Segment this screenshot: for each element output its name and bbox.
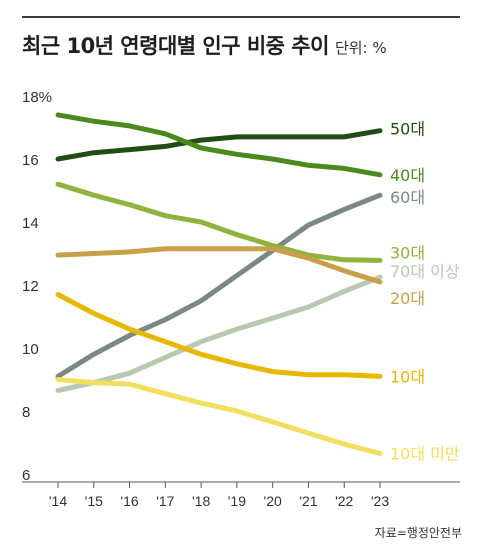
x-tick-label: '17 bbox=[156, 493, 174, 509]
series-line bbox=[55, 246, 383, 285]
series-label: 40대 bbox=[390, 166, 425, 185]
series-label: 30대 bbox=[390, 243, 425, 262]
x-tick-label: '23 bbox=[371, 493, 389, 509]
y-tick-label: 10 bbox=[22, 341, 39, 358]
y-tick-label: 8 bbox=[22, 404, 30, 421]
series-line bbox=[55, 377, 383, 456]
series-label: 10대 bbox=[390, 367, 425, 386]
series-label: 70대 이상 bbox=[390, 262, 460, 281]
x-tick-label: '20 bbox=[264, 493, 282, 509]
series-line bbox=[55, 181, 383, 263]
unit-label: 단위: % bbox=[334, 39, 387, 57]
series-line bbox=[55, 292, 383, 379]
x-tick-label: '22 bbox=[335, 493, 353, 509]
series-line bbox=[55, 192, 383, 379]
series-label: 10대 미만 bbox=[390, 445, 460, 464]
y-tick-label: 12 bbox=[22, 278, 39, 295]
chart-title-text: 최근 10년 연령대별 인구 비중 추이 bbox=[22, 34, 329, 58]
x-tick-label: '16 bbox=[120, 493, 138, 509]
y-tick-label: 18% bbox=[22, 89, 52, 106]
source-note: 자료=행정안전부 bbox=[374, 526, 462, 540]
x-tick-label: '14 bbox=[49, 493, 67, 509]
chart-title: 최근 10년 연령대별 인구 비중 추이 단위: % bbox=[22, 30, 387, 60]
x-tick-label: '18 bbox=[192, 493, 210, 509]
series-line bbox=[55, 274, 383, 393]
x-tick-label: '21 bbox=[299, 493, 317, 509]
series-label: 60대 bbox=[390, 188, 425, 207]
series-label: 20대 bbox=[390, 289, 425, 308]
series-line bbox=[55, 128, 383, 162]
series-label: 50대 bbox=[390, 120, 425, 139]
top-rule bbox=[22, 16, 460, 18]
y-tick-label: 16 bbox=[22, 152, 39, 169]
x-tick-label: '15 bbox=[85, 493, 103, 509]
series-line bbox=[55, 112, 383, 178]
y-tick-label: 6 bbox=[22, 467, 30, 484]
x-tick-label: '19 bbox=[228, 493, 246, 509]
y-tick-label: 14 bbox=[22, 215, 39, 232]
